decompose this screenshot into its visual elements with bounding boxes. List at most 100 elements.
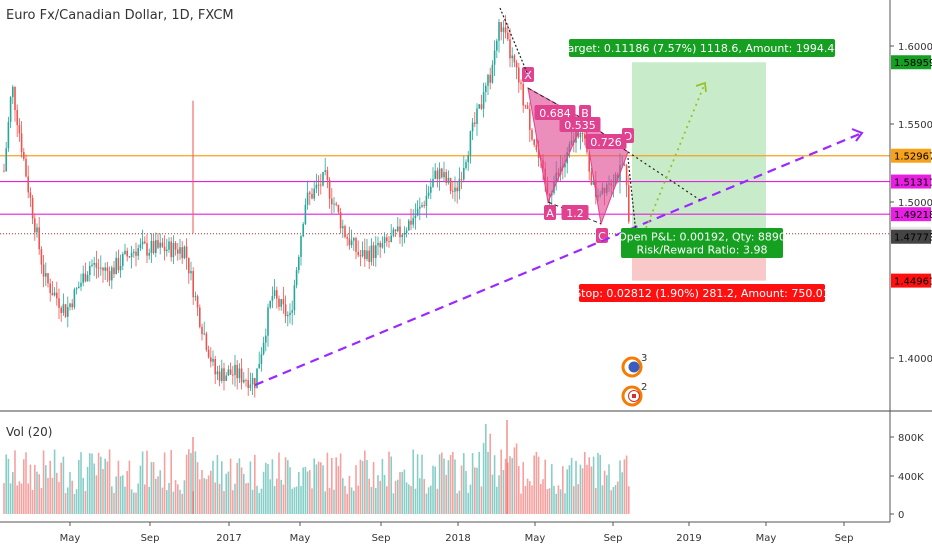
candle-body (328, 179, 331, 199)
c-ring (621, 385, 643, 407)
volume-bar (260, 488, 263, 514)
candle-body (205, 333, 208, 350)
candle-body (254, 377, 256, 389)
candle-body (467, 155, 469, 163)
candle-body (350, 240, 353, 246)
volume-bar (359, 459, 362, 514)
candle-body (445, 172, 447, 183)
volume-bar (405, 482, 408, 514)
volume-bar (108, 449, 111, 514)
candle-body (449, 177, 452, 191)
candle-body (5, 148, 7, 171)
candle-body (232, 374, 234, 376)
candle-body (379, 242, 381, 248)
volume-bar (89, 453, 91, 514)
candle-body (181, 247, 183, 259)
volume-bar (513, 447, 516, 514)
candle-body (225, 375, 227, 382)
candle-body (399, 226, 401, 238)
price-tag-label: 1.49218 (894, 210, 932, 221)
candle-body (122, 254, 124, 266)
time-tick-label: May (525, 533, 546, 544)
flag-icons[interactable]: 32 (621, 353, 647, 407)
candle-body (229, 369, 232, 375)
volume-bar (397, 479, 399, 514)
candle-body (91, 264, 93, 266)
candle-body (309, 192, 311, 194)
volume-bar (377, 475, 379, 514)
candle-body (335, 203, 337, 205)
candle-body (346, 237, 348, 239)
price-tick-label: 1.55000 (898, 120, 932, 131)
candle-body (7, 121, 10, 149)
volume-bar (379, 480, 381, 514)
candle-body (3, 170, 5, 172)
ratio-badge-bg (561, 205, 589, 220)
candle-body (491, 64, 494, 83)
volume-bar (518, 466, 520, 514)
price-tag: 1.52967 (891, 148, 932, 163)
canada-flag-icon[interactable]: 2 (621, 382, 647, 407)
volume-bar (5, 454, 7, 514)
price-tag-label: 1.51311 (894, 178, 932, 189)
volume-bar (592, 456, 595, 514)
volume-bar (38, 474, 40, 514)
candle-body (295, 270, 298, 286)
volume-bar (16, 485, 18, 514)
volume-bar (221, 461, 223, 514)
volume-bar (42, 450, 45, 514)
volume-bar (509, 456, 511, 514)
candle-body (414, 215, 417, 219)
ratio-label: 0.726 (590, 136, 622, 149)
candle-body (18, 125, 21, 134)
candle-body (333, 203, 335, 205)
candle-body (320, 184, 322, 186)
trend-arrowhead (851, 128, 864, 142)
price-tag-label: 1.52967 (894, 152, 932, 163)
candle-body (84, 273, 87, 282)
volume-bar (91, 453, 93, 514)
candle-body (579, 133, 582, 138)
candle-body (133, 251, 135, 253)
eu-flag-icon[interactable]: 3 (621, 353, 647, 378)
price-tag-label: 1.58959 (894, 58, 932, 69)
candle-body (282, 299, 285, 305)
pnl-label-text: Risk/Reward Ratio: 3.98 (637, 244, 768, 257)
volume-indicator-label[interactable]: Vol (20) (6, 425, 53, 439)
volume-bar (353, 490, 355, 514)
candle-body (238, 368, 241, 379)
candle-body (159, 242, 161, 248)
volume-bar (306, 471, 309, 514)
candle-body (51, 293, 54, 296)
volume-bar (18, 481, 21, 514)
candle-body (130, 252, 133, 258)
candle-body (144, 241, 146, 244)
volume-bar (56, 472, 58, 514)
volume-bar (456, 493, 458, 514)
volume-bar (157, 476, 159, 514)
volume-bar (84, 490, 87, 514)
volume-bar (612, 486, 615, 514)
candle-body (287, 314, 289, 317)
volume-bar (452, 451, 454, 514)
volume-bar (124, 486, 126, 514)
candle-body (438, 168, 441, 179)
candle-body (326, 170, 329, 180)
symbol-title[interactable]: Euro Fx/Canadian Dollar, 1D, FXCM (6, 8, 234, 23)
volume-bar (155, 478, 157, 514)
volume-bar (243, 473, 245, 514)
candle-body (97, 267, 100, 269)
volume-bar (603, 470, 606, 514)
volume-bar (511, 458, 513, 514)
volume-bar (449, 455, 452, 514)
candle-body (291, 310, 293, 313)
candle-body (192, 271, 194, 298)
candle-body (458, 178, 461, 192)
candle-body (199, 307, 201, 327)
volume-bar (326, 452, 329, 514)
volume-bar (595, 487, 597, 514)
volume-bar (106, 461, 109, 514)
volume-bar (291, 488, 293, 514)
